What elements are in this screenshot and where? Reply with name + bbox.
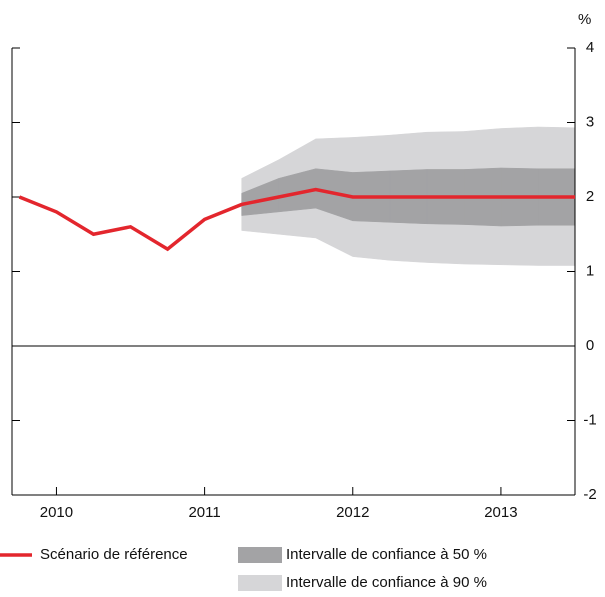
x-tick-label: 2010 — [40, 504, 73, 521]
legend-label: Intervalle de confiance à 50 % — [286, 546, 487, 563]
y-tick-label: 0 — [586, 337, 594, 354]
y-tick-label: 3 — [586, 113, 594, 130]
y-tick-label: 1 — [586, 262, 594, 279]
y-unit: % — [578, 11, 591, 28]
y-tick-label: -1 — [583, 411, 596, 428]
y-tick-label: 4 — [586, 39, 594, 56]
legend-label: Intervalle de confiance à 90 % — [286, 574, 487, 591]
x-tick-label: 2011 — [188, 504, 220, 521]
y-tick-label: -2 — [583, 486, 596, 503]
legend-swatch — [238, 575, 282, 591]
x-tick-label: 2013 — [484, 504, 517, 521]
legend-label: Scénario de référence — [40, 546, 188, 563]
legend-swatch — [238, 547, 282, 563]
x-tick-label: 2012 — [336, 504, 369, 521]
line — [18, 187, 575, 252]
y-tick-label: 2 — [586, 188, 594, 205]
